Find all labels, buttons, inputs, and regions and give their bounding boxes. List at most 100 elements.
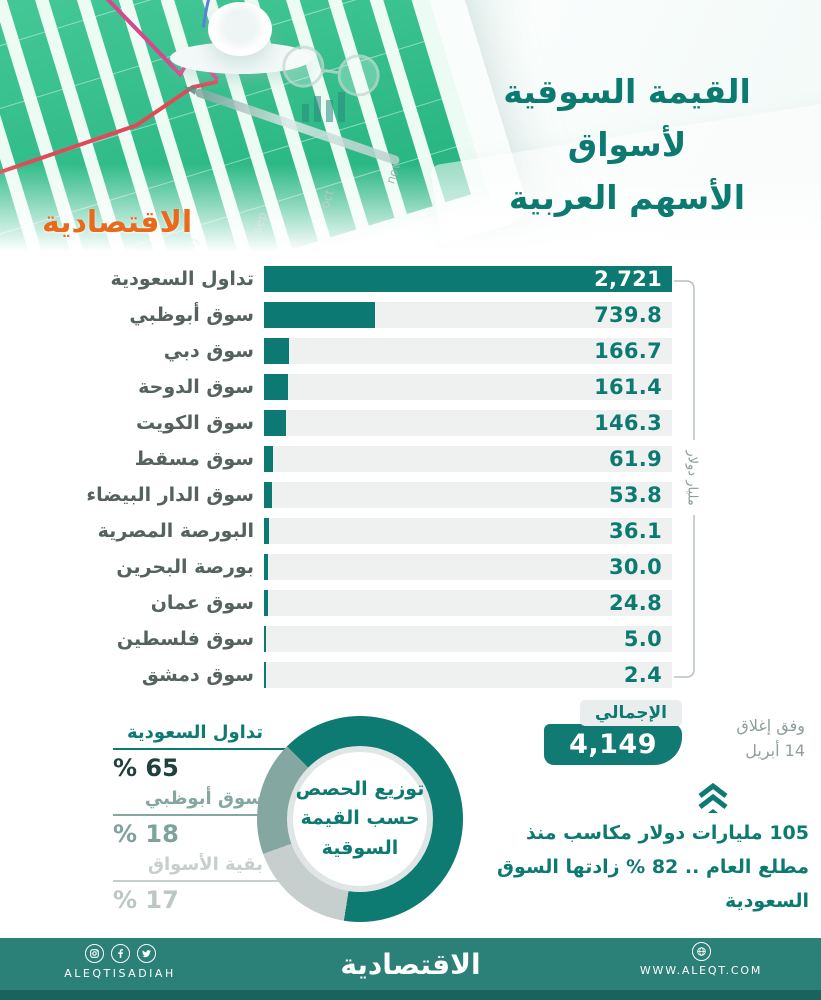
bar-fill — [264, 662, 266, 688]
bar-fill — [264, 302, 375, 328]
legend-label: بقية الأسواق — [147, 854, 263, 875]
market-name: سوق الدار البيضاء — [86, 484, 254, 506]
footer-logo: الاقتصادية — [340, 948, 481, 981]
footer-social-block: ALEQTISADIAH — [40, 944, 200, 980]
as-of-line2: 14 أبريل — [745, 740, 805, 760]
bar-track: 161.4 — [264, 374, 672, 400]
bar-value: 5.0 — [623, 627, 662, 651]
instagram-icon[interactable] — [84, 944, 104, 963]
bar-value: 61.9 — [608, 447, 662, 471]
bar-value: 24.8 — [608, 591, 662, 615]
bar-row: تداول السعودية 2,721 — [36, 266, 672, 292]
bar-row: بورصة البحرين 30.0 — [36, 554, 672, 580]
globe-icon — [691, 942, 711, 961]
bar-row: سوق عمان 24.8 — [36, 590, 672, 616]
footer-bar: ALEQTISADIAH الاقتصادية WWW.ALEQT.COM — [0, 938, 821, 990]
legend-percent: % 65 — [113, 754, 179, 782]
donut-title: توزيع الحصص حسب القيمة السوقية — [295, 777, 425, 859]
bar-row: سوق الدار البيضاء 53.8 — [36, 482, 672, 508]
market-name: البورصة المصرية — [97, 520, 254, 542]
bar-row: سوق فلسطين 5.0 — [36, 626, 672, 652]
market-name: سوق مسقط — [134, 448, 254, 470]
page-title: القيمة السوقية لأسواق الأسهم العربية — [447, 66, 807, 224]
bar-value: 2.4 — [623, 663, 662, 687]
footer-website-block: WWW.ALEQT.COM — [621, 942, 781, 977]
bar-track: 739.8 — [264, 302, 672, 328]
svg-text:nov: nov — [383, 160, 403, 185]
footer-strip — [0, 990, 821, 1000]
bar-row: البورصة المصرية 36.1 — [36, 518, 672, 544]
legend-label: تداول السعودية — [126, 722, 263, 743]
market-name: سوق فلسطين — [116, 628, 254, 650]
bar-value: 739.8 — [594, 303, 662, 327]
legend-percent: % 18 — [113, 820, 179, 848]
market-name: سوق الدوحة — [138, 376, 254, 398]
market-name: سوق دبي — [163, 340, 254, 362]
bar-value: 53.8 — [608, 483, 662, 507]
bar-track: 2.4 — [264, 662, 672, 688]
legend-percent: % 17 — [113, 886, 179, 914]
unit-bracket — [674, 280, 695, 678]
social-handle: ALEQTISADIAH — [64, 967, 176, 980]
bar-row: سوق الكويت 146.3 — [36, 410, 672, 436]
bar-value: 2,721 — [594, 267, 662, 291]
unit-label: مليار دولار — [684, 450, 700, 506]
bar-value: 166.7 — [594, 339, 662, 363]
bar-track: 166.7 — [264, 338, 672, 364]
donut-hole: توزيع الحصص حسب القيمة السوقية — [287, 746, 433, 892]
up-chevron-icon — [698, 782, 728, 813]
facebook-icon[interactable] — [110, 944, 130, 963]
svg-text:oct: oct — [318, 188, 337, 210]
bar-chart: تداول السعودية 2,721 سوق أبوظبي 739.8 سو… — [36, 266, 672, 698]
total-label-badge: الإجمالي — [579, 700, 682, 726]
brand-logo: الاقتصادية — [42, 205, 193, 240]
bar-value: 30.0 — [608, 555, 662, 579]
legend-item: تداول السعودية % 65 — [113, 722, 323, 782]
bar-track: 146.3 — [264, 410, 672, 436]
bar-track: 36.1 — [264, 518, 672, 544]
bar-fill — [264, 410, 286, 436]
market-name: بورصة البحرين — [116, 556, 254, 578]
market-name: سوق أبوظبي — [129, 304, 254, 326]
footer: ALEQTISADIAH الاقتصادية WWW.ALEQT.COM — [0, 938, 821, 1000]
bar-track: 2,721 — [264, 266, 672, 292]
bar-fill — [264, 446, 274, 472]
as-of-line1: وفق إغلاق — [736, 716, 805, 735]
legend-line — [113, 814, 295, 816]
market-name: سوق دمشق — [141, 664, 254, 686]
legend-line — [113, 748, 318, 750]
svg-text:sep: sep — [250, 210, 270, 235]
market-name: تداول السعودية — [110, 268, 254, 290]
bar-track: 30.0 — [264, 554, 672, 580]
bar-value: 146.3 — [594, 411, 662, 435]
bar-track: 53.8 — [264, 482, 672, 508]
bar-fill — [264, 554, 269, 580]
bar-row: سوق مسقط 61.9 — [36, 446, 672, 472]
total-value: 4,149 — [544, 724, 682, 765]
page-title-line1: القيمة السوقية لأسواق — [503, 72, 751, 164]
bar-track: 5.0 — [264, 626, 672, 652]
gains-note: 105 مليارات دولار مكاسب منذ مطلع العام .… — [497, 822, 809, 913]
mini-bars-decoration — [302, 92, 345, 122]
coffee-cup-decoration — [208, 2, 272, 56]
legend-item: بقية الأسواق % 17 — [113, 854, 323, 914]
hero-photo: june july aug sep oct nov القيمة الس — [0, 0, 821, 252]
bar-value: 161.4 — [594, 375, 662, 399]
bar-row: سوق الدوحة 161.4 — [36, 374, 672, 400]
bar-fill — [264, 626, 266, 652]
bar-fill — [264, 374, 289, 400]
bar-fill — [264, 482, 273, 508]
bar-row: سوق دبي 166.7 — [36, 338, 672, 364]
bar-value: 36.1 — [608, 519, 662, 543]
as-of-note: وفق إغلاق 14 أبريل — [736, 714, 805, 764]
svg-text:aug: aug — [181, 236, 201, 252]
legend-label: سوق أبوظبي — [144, 788, 263, 809]
website-url[interactable]: WWW.ALEQT.COM — [639, 964, 763, 977]
bar-fill — [264, 518, 270, 544]
bottom-section: تداول السعودية % 65 سوق أبوظبي % 18 بقية… — [0, 700, 821, 938]
twitter-icon[interactable] — [136, 944, 156, 963]
bar-track: 24.8 — [264, 590, 672, 616]
bar-row: سوق أبوظبي 739.8 — [36, 302, 672, 328]
market-name: سوق الكويت — [135, 412, 254, 434]
